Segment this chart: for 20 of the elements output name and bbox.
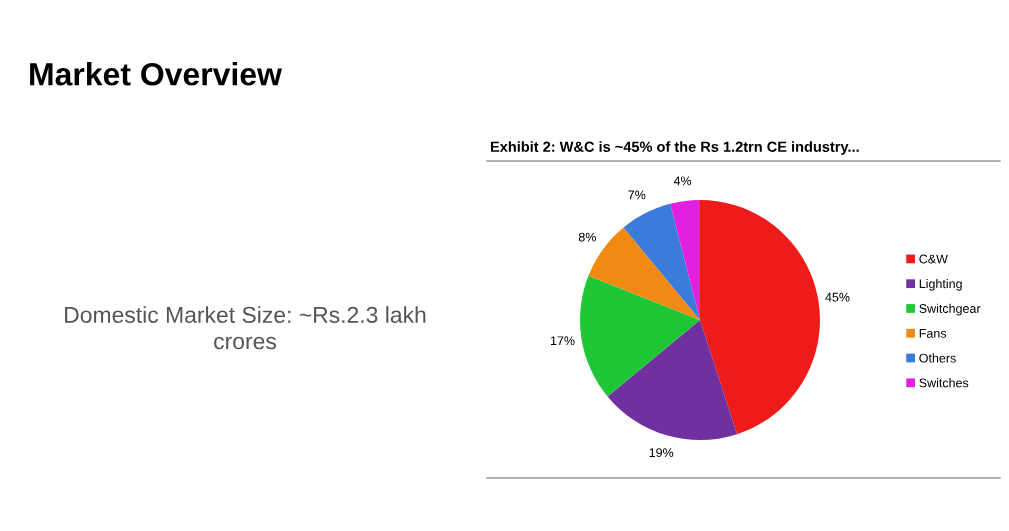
pie-slice	[700, 200, 820, 435]
data-label: 7%	[628, 190, 646, 200]
chart-title: Exhibit 2: W&C is ~45% of the Rs 1.2trn CE industry...	[490, 141, 859, 155]
text: Market Overview	[30, 62, 282, 86]
data-label: 19%	[649, 448, 674, 458]
pie-slice	[670, 200, 700, 320]
legend-label: Fans	[919, 329, 947, 338]
data-label: 8%	[578, 232, 596, 242]
legend-label: Others	[919, 353, 956, 363]
data-label: 45%	[825, 292, 850, 302]
pie-slice	[607, 320, 738, 440]
legend-label: C&W	[919, 254, 948, 264]
data-label: 17%	[550, 336, 575, 346]
data-label: 4%	[673, 176, 692, 186]
legend-label: Switchgear	[919, 303, 981, 316]
pie-slice	[580, 275, 700, 397]
legend-label: Lighting	[919, 279, 962, 291]
text: Domestic Market Size: ~Rs.2.3 lakh crores	[65, 306, 426, 350]
legend-label: Switches	[919, 378, 969, 388]
pie-slice	[623, 203, 700, 320]
